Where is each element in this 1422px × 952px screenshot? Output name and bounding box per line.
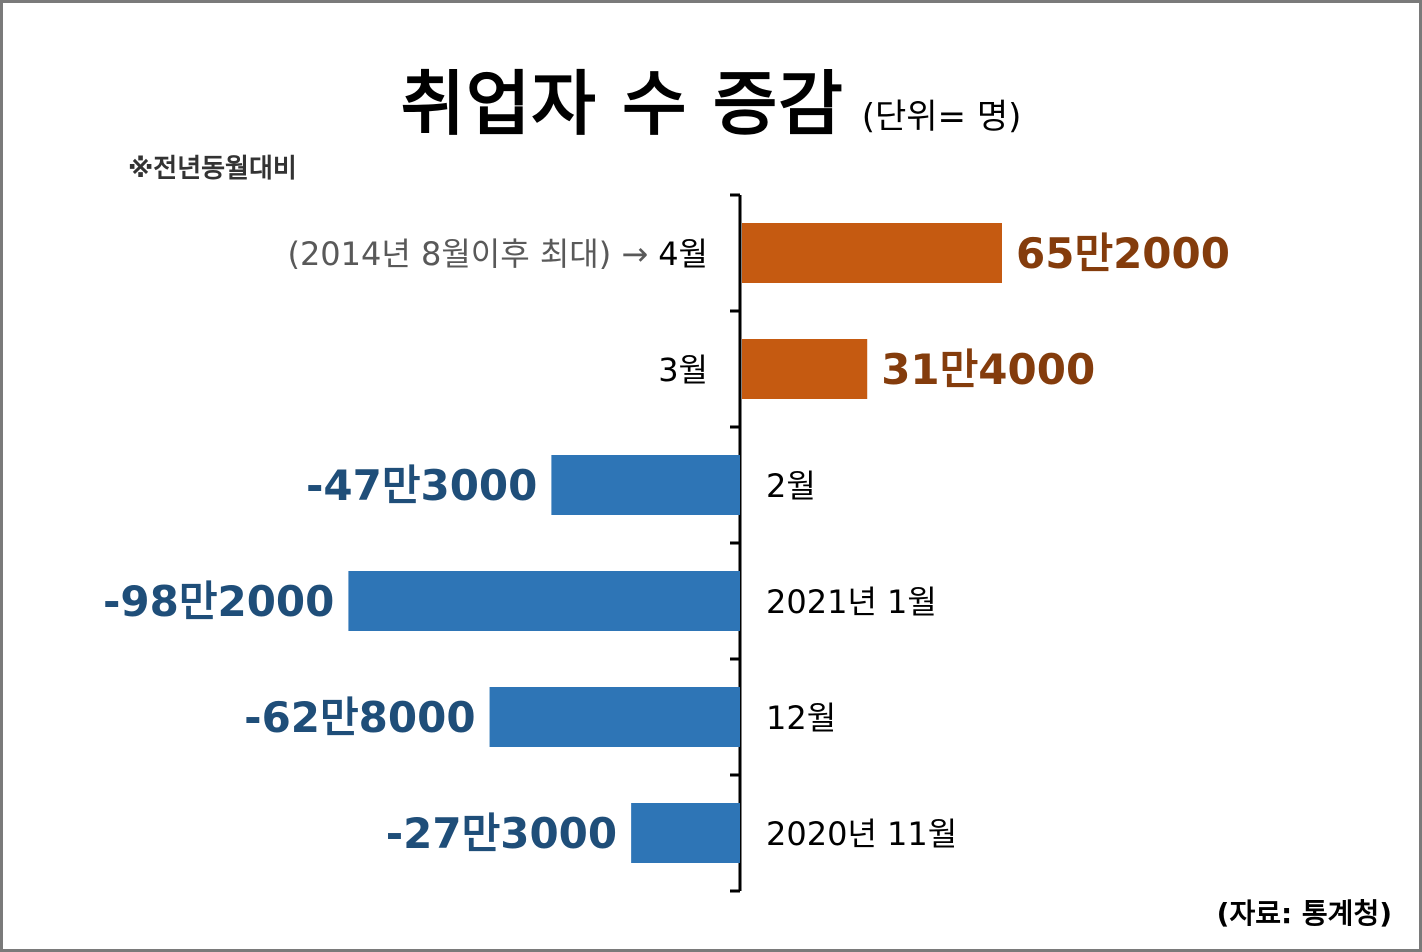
chart-title-block: 취업자 수 증감 (단위= 명) [0,48,1422,149]
value-label: -98만2000 [103,577,334,626]
value-label: 31만4000 [881,345,1095,394]
value-label: -62만8000 [244,693,475,742]
bar [631,803,740,863]
annotation-label: (2014년 8월이후 최대) → [287,235,648,273]
bar [742,339,868,399]
bar [348,571,740,631]
bar [551,455,740,515]
unit-label: (단위= 명) [861,97,1022,137]
category-label: 2021년 1월 [766,583,937,621]
category-label: 12월 [766,699,836,737]
value-label: -47만3000 [306,461,537,510]
category-label: 2월 [766,467,816,505]
value-label: 65만2000 [1016,229,1230,278]
source-label: (자료: 통계청) [1216,897,1392,930]
category-label: 3월 [658,351,708,389]
category-label: 2020년 11월 [766,815,957,853]
category-label: 4월 [658,235,708,273]
comparison-note: ※전년동월대비 [128,154,297,184]
bar [489,687,740,747]
bar [742,223,1002,283]
chart-title: 취업자 수 증감 [400,63,844,145]
value-label: -27만3000 [386,809,617,858]
